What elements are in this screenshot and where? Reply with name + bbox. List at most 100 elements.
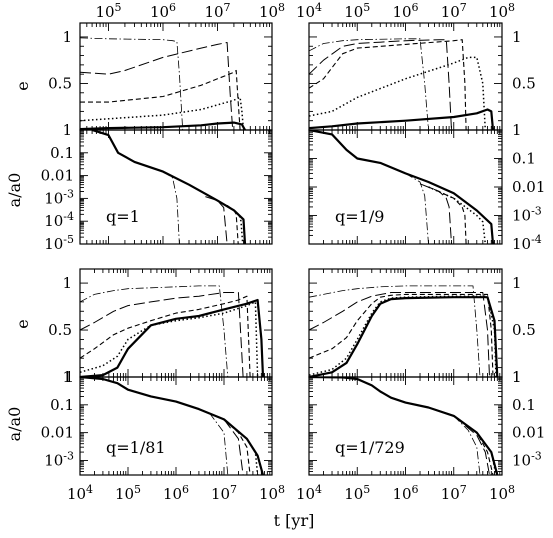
series-line-dotted (428, 186, 487, 244)
y-tick-label: 0.5 (512, 74, 536, 92)
series-line-short-dash (223, 418, 251, 475)
y-tick-label: 1 (62, 28, 72, 46)
x-tick-label: 108 (259, 483, 285, 503)
series-line-dash-dot (162, 171, 180, 244)
y-axis-label-e-bottom: e (13, 319, 32, 328)
mass-ratio-label: q=1 (106, 207, 140, 226)
x-tick-label: 106 (150, 1, 176, 21)
x-tick-label: 105 (95, 1, 121, 21)
y-tick-label: 10-3 (44, 187, 74, 207)
series-line-short-dash (309, 39, 467, 130)
series-line-dotted (309, 295, 497, 377)
panel-frame (308, 129, 503, 245)
y-tick-label: 0.01 (512, 424, 545, 442)
x-tick-label: 104 (67, 483, 93, 503)
series-line-short-dash (80, 295, 251, 377)
panel-2: 0.1 0.01 10-3 10-4 10-5 q=1 (41, 129, 273, 253)
series-line-long-dash (80, 42, 234, 130)
series-line-dash-dot (80, 37, 184, 130)
x-tick-label: 108 (259, 1, 285, 21)
panel-frame (79, 376, 273, 476)
x-axis-label: t [yr] (274, 511, 315, 530)
panel-7: 10.51 (308, 268, 536, 386)
x-tick-label: 107 (204, 1, 230, 21)
x-tick-label: 106 (163, 483, 189, 503)
x-tick-label: 105 (115, 483, 141, 503)
y-tick-label: 1 (512, 274, 522, 292)
y-tick-label: 0.1 (512, 396, 536, 414)
series-line-solid-thick (80, 121, 246, 130)
x-tick-label: 106 (392, 1, 418, 21)
panels-group: 105 106 107 10810.510.10.0110-310-410-5q=11… (41, 1, 546, 503)
series-group (309, 285, 499, 377)
series-line-solid-thick (309, 108, 495, 130)
panel-frame (79, 22, 273, 131)
series-line-long-dash (419, 183, 452, 244)
series-line-long-dash (223, 419, 244, 475)
series-line-short-dash (309, 293, 494, 377)
y-tick-label: 10-3 (512, 449, 542, 469)
y-tick-label: 1 (512, 368, 522, 386)
x-tick-label: 104 (296, 1, 322, 21)
series-group (91, 130, 247, 244)
y-tick-label: 0.1 (512, 150, 536, 168)
y-tick-label: 10-5 (44, 233, 74, 253)
y-axis-label-e-top: e (13, 81, 32, 90)
series-line-solid-thick (309, 377, 499, 475)
x-tick-label: 108 (489, 483, 515, 503)
y-tick-label: 0.01 (41, 167, 74, 185)
panel-3: 104 105 106 107 108 1 0.5 1 (296, 1, 536, 139)
series-line-dash-dot (309, 38, 429, 130)
x-tick-label: 105 (344, 483, 370, 503)
series-line-short-dash (428, 186, 467, 244)
series-line-solid-thick (309, 296, 499, 377)
y-tick-label: 1 (62, 368, 72, 386)
y-tick-label: 10-4 (44, 210, 74, 230)
x-tick-label: 106 (392, 483, 418, 503)
x-tick-label: 107 (211, 483, 237, 503)
panel-frame (79, 268, 273, 378)
series-line-dotted (309, 56, 487, 130)
series-line-dotted (80, 301, 259, 377)
panel-frame (308, 376, 503, 476)
panel-frame (308, 268, 503, 378)
series-group (80, 285, 265, 377)
series-line-short-dash (80, 69, 241, 130)
series-line-dash-dot (405, 173, 429, 244)
panel-5: 10.51 (48, 268, 273, 386)
x-tick-label: 108 (489, 1, 515, 21)
y-axis-label-a-bottom: a/a0 (5, 407, 24, 442)
y-tick-label: 10-4 (512, 233, 542, 253)
panel-6: 104 105 106 107 108 1 0.1 0.01 10-3 q=1/81 (41, 368, 285, 503)
y-tick-label: 10-3 (512, 205, 542, 225)
y-tick-label: 10-3 (44, 449, 74, 469)
y-tick-label: 0.01 (512, 178, 545, 196)
y-tick-label: 1 (62, 274, 72, 292)
y-tick-label: 0.5 (48, 74, 72, 92)
y-tick-label: 1 (512, 28, 522, 46)
y-tick-label: 1 (64, 368, 74, 386)
series-line-dash-dot (80, 285, 229, 377)
x-tick-label: 105 (344, 1, 370, 21)
y-tick-label: 0.1 (50, 396, 74, 414)
series-line-solid-thick (80, 298, 265, 377)
panel-4: 0.1 0.01 10-3 10-4 q=1/9 (308, 129, 545, 253)
series-line-long-dash (80, 292, 244, 377)
y-tick-label: 0.5 (512, 321, 536, 339)
series-group (80, 377, 265, 475)
series-line-long-dash (453, 415, 490, 475)
y-axis-label-a-top: a/a0 (5, 173, 24, 208)
series-line-solid-thick (80, 377, 265, 475)
series-group (80, 37, 246, 130)
mass-ratio-label: q=1/9 (335, 207, 384, 226)
series-line-dotted (233, 209, 244, 244)
panel-frame (79, 129, 273, 245)
series-line-short-dash (226, 204, 239, 244)
x-tick-label: 107 (441, 483, 467, 503)
y-tick-label: 0.1 (50, 144, 74, 162)
series-group (309, 38, 495, 130)
series-line-dotted (453, 415, 497, 475)
series-line-dotted (80, 96, 245, 130)
series-line-solid-thick (91, 130, 247, 244)
